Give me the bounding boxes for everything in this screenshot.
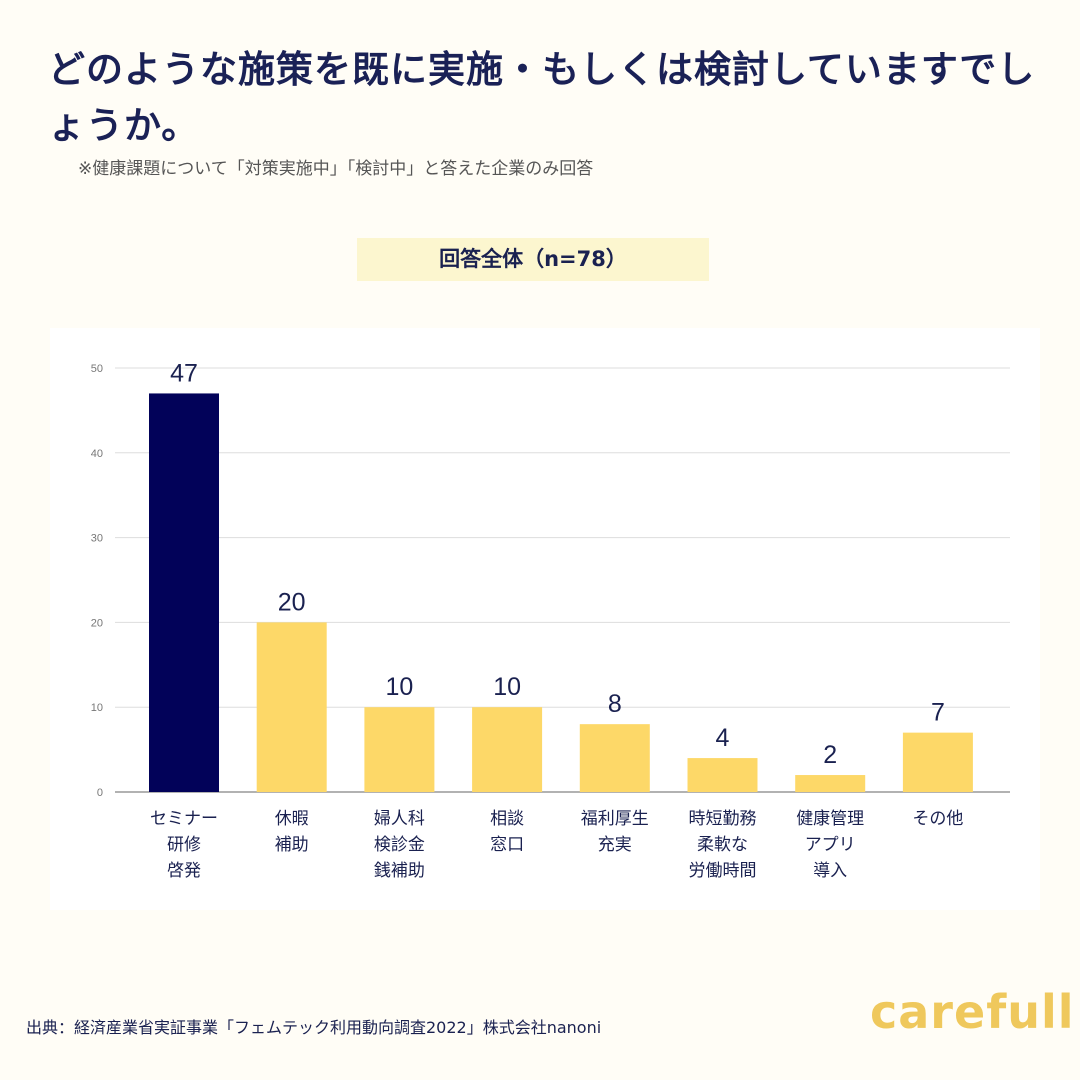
x-tick-label: 婦人科 検診金 銭補助: [373, 809, 425, 881]
bar: [256, 622, 327, 792]
bar: [795, 775, 866, 792]
data-label: 20: [278, 588, 306, 616]
data-label: 10: [493, 673, 521, 701]
bar: [902, 732, 973, 792]
data-label: 4: [716, 724, 730, 752]
data-label: 2: [823, 741, 837, 769]
x-tick-label: 健康管理 アプリ 導入: [796, 809, 865, 881]
survey-note: ※健康課題について「対策実施中」「検討中」と答えた企業のみ回答: [78, 159, 594, 179]
carefull-logo: carefull: [870, 985, 1075, 1039]
page-title: どのような施策を既に実施・もしくは検討していますでしょうか。: [48, 48, 1036, 147]
x-tick-label: 相談 窓口: [490, 809, 525, 855]
y-tick-label: 30: [91, 533, 103, 545]
y-tick-label: 40: [91, 448, 103, 460]
data-label: 7: [931, 699, 945, 727]
chart-title: 回答全体（n=78）: [357, 238, 709, 281]
bar: [579, 724, 650, 792]
y-tick-label: 0: [97, 787, 103, 799]
bar: [364, 707, 435, 792]
data-label: 8: [608, 690, 622, 718]
source-citation: 出典：経済産業省実証事業「フェムテック利用動向調査2022」株式会社nanoni: [26, 1018, 602, 1037]
bar: [149, 393, 219, 792]
y-tick-label: 50: [91, 363, 103, 375]
y-tick-label: 10: [91, 702, 103, 714]
y-tick-label: 20: [91, 617, 103, 629]
data-label: 10: [385, 673, 413, 701]
x-tick-label: 時短勤務 柔軟な 労働時間: [688, 809, 757, 881]
bar: [472, 707, 543, 792]
x-tick-label: 福利厚生 充実: [580, 809, 649, 855]
bar: [687, 758, 758, 792]
x-tick-label: 休暇 補助: [274, 809, 309, 855]
x-tick-label: その他: [912, 809, 964, 829]
x-tick-label: セミナー 研修 啓発: [150, 809, 218, 881]
data-label: 47: [170, 359, 198, 387]
